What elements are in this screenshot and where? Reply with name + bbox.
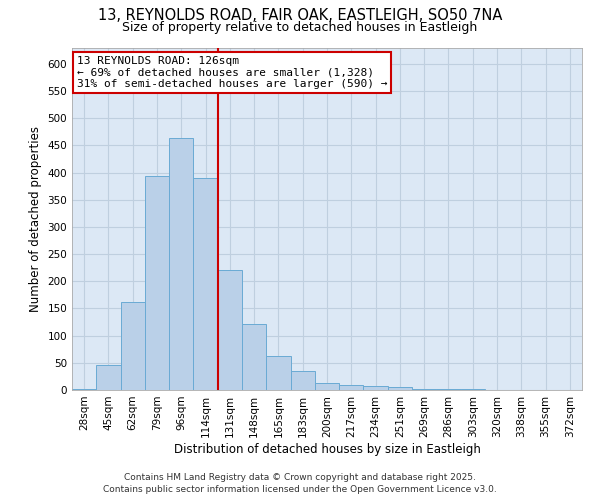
- Bar: [412, 389, 436, 390]
- Bar: [388, 388, 412, 390]
- Bar: [339, 384, 364, 390]
- Bar: [169, 138, 193, 390]
- Bar: [315, 383, 339, 390]
- Text: 13, REYNOLDS ROAD, FAIR OAK, EASTLEIGH, SO50 7NA: 13, REYNOLDS ROAD, FAIR OAK, EASTLEIGH, …: [98, 8, 502, 22]
- Bar: [96, 365, 121, 390]
- Text: Contains HM Land Registry data © Crown copyright and database right 2025.
Contai: Contains HM Land Registry data © Crown c…: [103, 472, 497, 494]
- Bar: [242, 324, 266, 390]
- Bar: [266, 356, 290, 390]
- Bar: [121, 302, 145, 390]
- Y-axis label: Number of detached properties: Number of detached properties: [29, 126, 42, 312]
- Text: 13 REYNOLDS ROAD: 126sqm
← 69% of detached houses are smaller (1,328)
31% of sem: 13 REYNOLDS ROAD: 126sqm ← 69% of detach…: [77, 56, 388, 90]
- Bar: [364, 386, 388, 390]
- Bar: [218, 270, 242, 390]
- Bar: [72, 389, 96, 390]
- Bar: [290, 371, 315, 390]
- X-axis label: Distribution of detached houses by size in Eastleigh: Distribution of detached houses by size …: [173, 442, 481, 456]
- Text: Size of property relative to detached houses in Eastleigh: Size of property relative to detached ho…: [122, 21, 478, 34]
- Bar: [193, 178, 218, 390]
- Bar: [145, 176, 169, 390]
